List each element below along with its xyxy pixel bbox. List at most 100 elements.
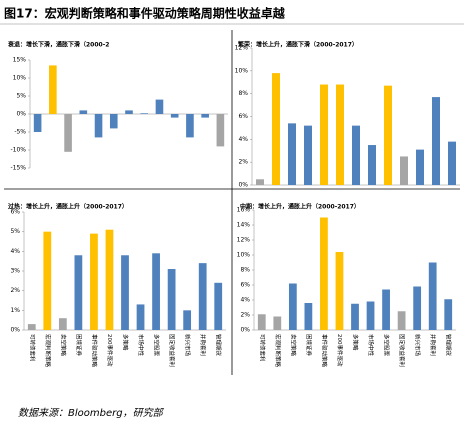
bar [273, 316, 282, 330]
x-tick-label: 困境证券 [75, 334, 83, 357]
bar [448, 141, 456, 185]
y-tick-label: 4% [238, 136, 248, 143]
figure-title: 图17：宏观判断策略和事件驱动策略周期性收益卓越 [4, 6, 286, 21]
y-tick-label: 3% [10, 268, 20, 275]
bar [183, 310, 192, 330]
bar [152, 253, 160, 330]
y-tick-label: 8% [240, 267, 250, 274]
x-tick-label: 固定收益套利 [168, 334, 176, 367]
bar [272, 73, 280, 185]
y-tick-label: 1% [10, 307, 20, 314]
bar [416, 149, 424, 185]
bar [109, 114, 118, 129]
bar [125, 110, 133, 114]
bar [400, 156, 408, 185]
y-tick-label: 8% [238, 90, 248, 97]
y-tick-label: 5% [10, 228, 20, 235]
x-tick-label: 事件驱动策略 [320, 334, 328, 368]
bar [27, 324, 36, 330]
x-tick-label: 200事件驱动 [336, 334, 344, 367]
bar [397, 311, 406, 330]
y-tick-label: 0% [16, 111, 26, 118]
bar [94, 114, 103, 138]
y-tick-label: -5% [14, 129, 26, 136]
y-tick-label: 0% [238, 182, 248, 189]
bar [201, 114, 209, 118]
y-tick-label: 4% [10, 248, 20, 255]
bar [167, 269, 176, 330]
source: 数据来源：Bloomberg，研究部 [18, 407, 165, 419]
y-tick-label: 10% [13, 75, 27, 82]
bar [352, 125, 360, 185]
bar [105, 229, 114, 330]
bar [320, 217, 328, 330]
bar [198, 263, 207, 330]
x-tick-label: 卖空策略 [289, 334, 297, 357]
bar [382, 289, 390, 330]
y-tick-label: 4% [240, 297, 250, 304]
x-tick-label: 多空股票 [383, 334, 391, 357]
x-tick-label: 多策略 [122, 334, 130, 351]
x-tick-label: 困境证券 [305, 334, 313, 357]
y-tick-label: 10% [237, 252, 251, 259]
bar [428, 262, 437, 330]
bar [257, 314, 266, 330]
x-tick-label: 管理期货 [445, 334, 453, 357]
y-tick-label: 14% [237, 222, 251, 229]
y-tick-label: 10% [235, 67, 249, 74]
bar [170, 114, 179, 118]
bar [58, 318, 67, 330]
x-tick-label: 管理期货 [215, 334, 223, 357]
y-tick-label: 16% [237, 207, 251, 214]
y-tick-label: 0% [10, 327, 20, 334]
chart-title: 衰退：增长下滑，通胀下滑（2000-2 [7, 41, 109, 49]
y-tick-label: 2% [240, 312, 250, 319]
bar [288, 283, 297, 330]
bar [432, 97, 440, 185]
x-tick-label: 卖空策略 [59, 334, 67, 357]
x-tick-label: 宏观判断策略 [44, 334, 52, 368]
bar [368, 145, 376, 185]
y-tick-label: 0% [240, 327, 250, 334]
x-tick-label: 市场中性 [137, 334, 145, 357]
x-tick-label: 多空股票 [153, 334, 161, 357]
x-tick-label: 固定收益套利 [398, 334, 406, 367]
chart-title: 中期：增长上升，通胀上升（2000-2017） [240, 203, 360, 211]
y-tick-label: 6% [238, 113, 248, 120]
bar [49, 65, 57, 114]
bar [320, 84, 328, 185]
x-tick-label: 新兴市场 [184, 334, 192, 357]
bar [186, 114, 194, 138]
x-tick-label: 多策略 [352, 334, 360, 351]
bar [351, 303, 359, 330]
y-tick-label: 2% [238, 159, 248, 166]
bar [304, 125, 312, 185]
y-tick-label: 6% [10, 209, 20, 216]
x-tick-label: 宏观判断策略 [274, 334, 282, 368]
bar [444, 299, 453, 330]
y-tick-label: -15% [10, 165, 26, 172]
y-tick-label: 12% [237, 237, 251, 244]
bar [43, 231, 52, 330]
y-tick-label: -10% [10, 147, 26, 154]
bar [33, 114, 42, 132]
bar [413, 286, 422, 330]
x-tick-label: 事件驱动策略 [90, 334, 98, 368]
bar [216, 114, 225, 147]
y-tick-label: 2% [10, 287, 20, 294]
bar [79, 110, 88, 114]
x-tick-label: 可转债套利 [258, 334, 266, 362]
bar [140, 113, 149, 114]
y-tick-label: 6% [240, 282, 250, 289]
x-tick-label: 市场中性 [367, 334, 375, 357]
chart-title: 过热：增长上升，通胀上升（2000-2017） [8, 203, 128, 211]
bar [64, 114, 72, 152]
chart-title: 繁荣：增长上升，通胀下滑（2000-2017） [238, 41, 358, 49]
bar [90, 233, 98, 330]
bar [384, 85, 392, 185]
bar [288, 123, 296, 185]
x-tick-label: 并购套利 [199, 334, 207, 356]
bar [304, 303, 313, 330]
bar [256, 179, 264, 185]
